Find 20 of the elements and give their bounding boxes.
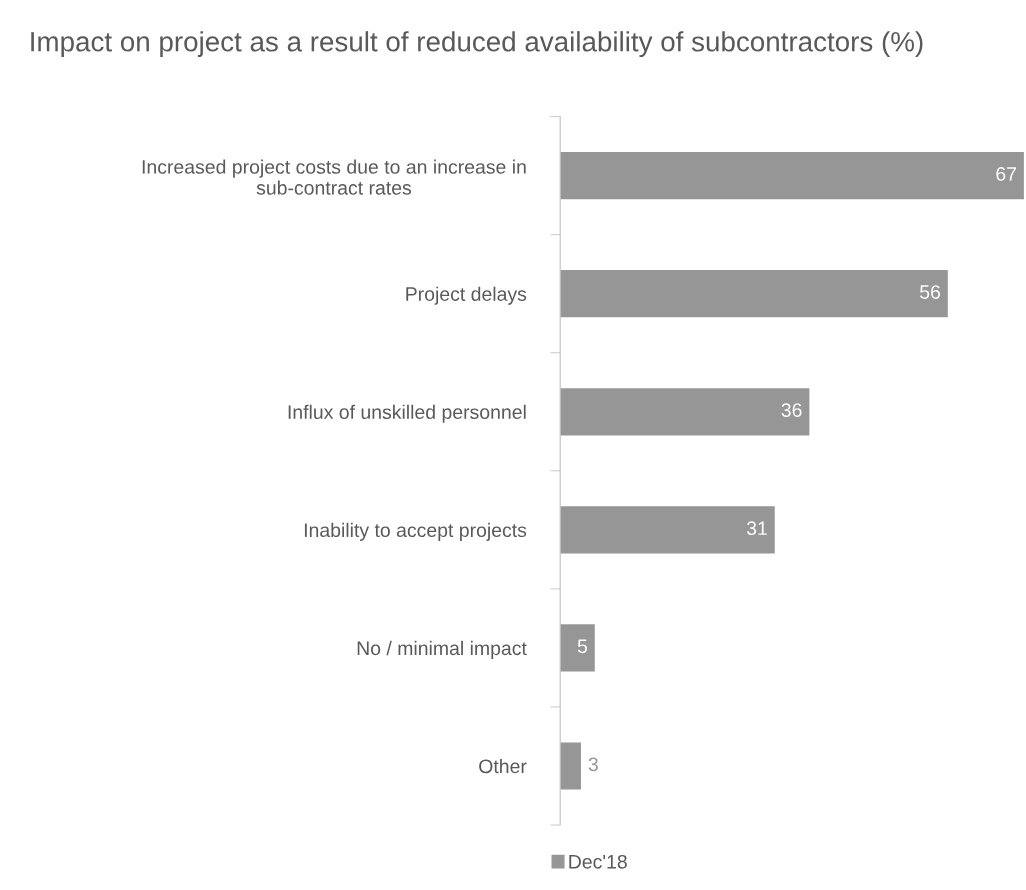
bar bbox=[560, 152, 1024, 200]
y-tick-label: Influx of unskilled personnel bbox=[288, 404, 526, 423]
bar bbox=[560, 624, 595, 672]
legend-label: Dec'18 bbox=[569, 854, 627, 869]
data-label: 56 bbox=[920, 285, 940, 299]
bar bbox=[560, 388, 810, 436]
data-label: 5 bbox=[577, 639, 588, 654]
y-tick-label: Other bbox=[479, 758, 527, 774]
data-label: 36 bbox=[781, 403, 802, 417]
y-tick-label: Inability to accept projects bbox=[304, 522, 527, 541]
data-label: 3 bbox=[588, 757, 598, 772]
bar bbox=[560, 506, 775, 554]
bar bbox=[560, 270, 948, 318]
y-tick-label: Project delays bbox=[406, 286, 527, 305]
chart-title: Impact on project as a result of reduced availability of subcontractors (%) bbox=[31, 31, 923, 58]
y-tick-label: No / minimal impact bbox=[357, 640, 527, 659]
data-label: 31 bbox=[746, 521, 767, 536]
y-tick-label: Increased project costs due to an increase in sub-contract rates bbox=[142, 159, 526, 195]
data-label: 67 bbox=[996, 167, 1017, 181]
bar bbox=[560, 742, 581, 790]
